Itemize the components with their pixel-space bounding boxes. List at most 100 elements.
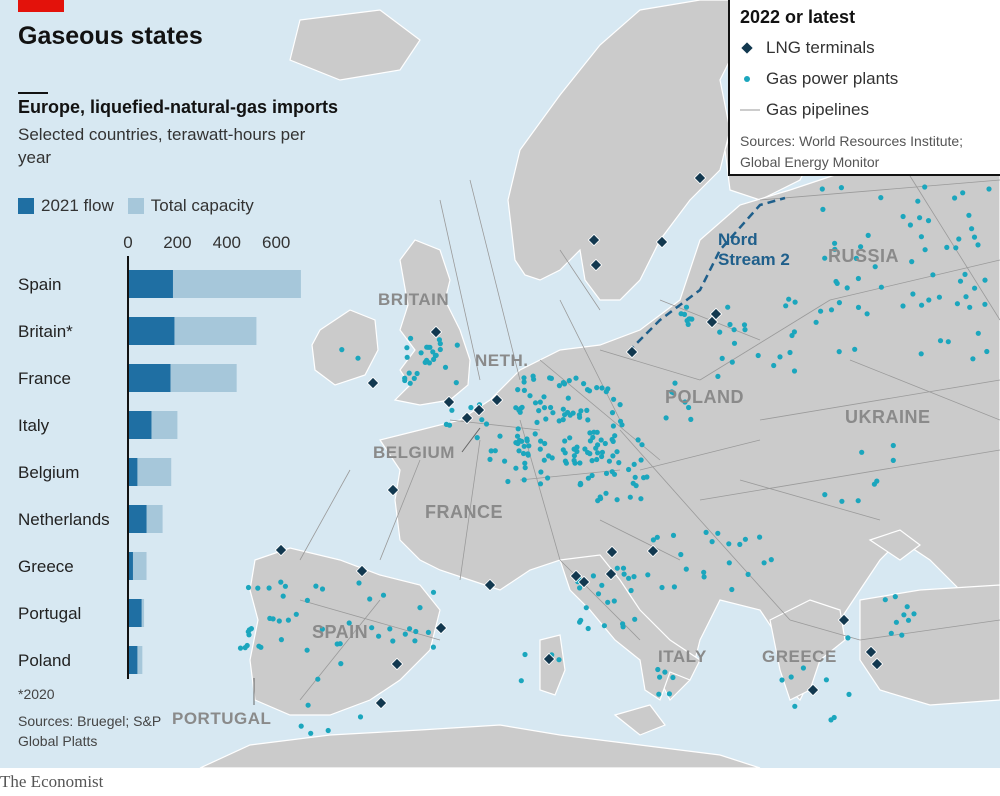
- map-legend: 2022 or latest LNG terminals Gas power p…: [728, 0, 1000, 176]
- gas-power-plants: [237, 184, 992, 736]
- gas-plant-dot: [878, 284, 885, 290]
- gas-plant-dot: [574, 448, 580, 455]
- gas-plant-dot: [479, 417, 485, 423]
- gas-plant-dot: [538, 469, 544, 475]
- lng-terminal-marker: [460, 411, 474, 425]
- lng-terminal-marker: [483, 578, 497, 592]
- gas-plant-dot: [522, 651, 528, 658]
- gas-plant-dot: [836, 300, 843, 306]
- gas-plant-dot: [986, 186, 992, 192]
- gas-plant-dot: [590, 573, 597, 579]
- gas-plant-dot: [984, 348, 990, 355]
- gas-plant-dot: [546, 453, 552, 459]
- gas-plant-dot: [639, 442, 645, 448]
- pipeline-segment: [559, 249, 601, 311]
- chart-source: Sources: Bruegel; S&P Global Platts: [18, 713, 161, 749]
- gas-plant-dot: [888, 630, 894, 636]
- chart-title: Europe, liquefied-natural-gas imports: [18, 97, 339, 117]
- gas-plant-dot: [574, 444, 580, 450]
- gas-plant-dot: [520, 450, 527, 457]
- gas-plant-dot: [380, 592, 387, 598]
- gas-plant-dot: [542, 440, 548, 447]
- gas-plant-dot: [967, 304, 973, 310]
- gas-plant-dot: [315, 676, 321, 682]
- lng-terminal-marker: [472, 403, 486, 417]
- gas-plant-dot: [846, 691, 852, 698]
- gas-plant-dot: [657, 674, 663, 680]
- gas-plant-dot: [404, 354, 410, 360]
- gas-plant-dot: [626, 575, 632, 581]
- gas-plant-dot: [587, 451, 593, 457]
- gas-plant-dot: [953, 245, 959, 251]
- gas-plant-dot: [417, 605, 423, 611]
- gas-plant-dot: [573, 375, 579, 381]
- gas-plant-dot: [337, 641, 343, 647]
- gas-plant-dot: [376, 633, 382, 639]
- label-belgium: BELGIUM: [373, 443, 455, 462]
- gas-plant-dot: [944, 244, 950, 250]
- gas-plant-dot: [787, 349, 793, 356]
- gas-plant-dot: [305, 702, 311, 708]
- map-legend-source: Sources: World Resources Institute; Glob…: [740, 133, 964, 170]
- bar-flow: [128, 411, 152, 439]
- gas-plant-dot: [298, 723, 304, 729]
- gas-plant-dot: [454, 342, 460, 348]
- gas-plant-dot: [731, 327, 737, 333]
- gas-plant-dot: [603, 389, 609, 395]
- gas-plant-dot: [768, 557, 774, 563]
- gas-plant-dot: [276, 618, 282, 624]
- legend-flow-label: 2021 flow: [41, 196, 114, 215]
- gas-plant-dot: [436, 337, 442, 343]
- bar-flow: [128, 646, 138, 674]
- gas-plant-dot: [975, 330, 981, 336]
- pipeline-segment: [299, 599, 381, 701]
- gas-plant-dot: [560, 406, 566, 412]
- pipeline-segment: [699, 449, 1000, 501]
- gas-plant-dot: [425, 344, 431, 350]
- gas-plant-dot: [701, 569, 707, 575]
- gas-plant-dot: [402, 631, 408, 637]
- gas-plant-dot: [538, 438, 544, 444]
- bar-chart: 0 200 400 600 Spain Britain* France Italy Belgiu…: [18, 233, 301, 679]
- gas-plant-dot: [536, 408, 542, 414]
- gas-plant-dot: [483, 421, 490, 427]
- gas-plant-dot: [411, 375, 417, 381]
- category-label: Poland: [18, 651, 71, 670]
- gas-plant-dot: [418, 350, 424, 356]
- gas-plant-dot: [982, 277, 988, 283]
- gas-plant-dot: [672, 380, 678, 386]
- gas-plant-dot: [603, 470, 610, 476]
- gas-plant-dot: [605, 599, 611, 605]
- gas-plant-dot: [610, 438, 616, 444]
- lng-terminal-marker: [806, 683, 820, 697]
- gas-plant-dot: [633, 483, 639, 489]
- category-label: Belgium: [18, 463, 79, 482]
- gas-plant-dot: [313, 583, 319, 589]
- gas-plant-dot: [632, 474, 638, 480]
- land-sicily: [613, 704, 666, 736]
- gas-plant-dot: [532, 431, 538, 437]
- gas-plant-dot: [567, 412, 573, 418]
- gas-plant-dot: [280, 593, 286, 599]
- headline: Gaseous states: [18, 22, 203, 50]
- gas-plant-dot: [267, 615, 273, 622]
- gas-plant-dot: [577, 585, 583, 591]
- gas-plant-dot: [627, 494, 633, 500]
- lng-terminal-marker: [864, 645, 878, 659]
- bar-flow: [128, 599, 142, 627]
- gas-plant-dot: [598, 437, 604, 443]
- gas-plant-dot: [521, 477, 527, 483]
- brand-name: The Economist: [0, 772, 104, 791]
- gas-plant-dot: [601, 623, 608, 629]
- gas-plant-dot: [831, 714, 837, 721]
- gas-plant-dot: [589, 472, 595, 479]
- brand-tag: [18, 0, 64, 12]
- gas-plant-dot: [822, 492, 828, 498]
- lng-terminal-marker: [870, 657, 884, 671]
- category-label: Portugal: [18, 604, 81, 623]
- map-legend-pipelines-label: Gas pipelines: [766, 99, 870, 119]
- gas-plant-dot: [367, 596, 373, 602]
- gas-plant-dot: [777, 354, 783, 360]
- gas-plant-dot: [595, 450, 601, 456]
- lng-terminal-marker: [605, 545, 619, 559]
